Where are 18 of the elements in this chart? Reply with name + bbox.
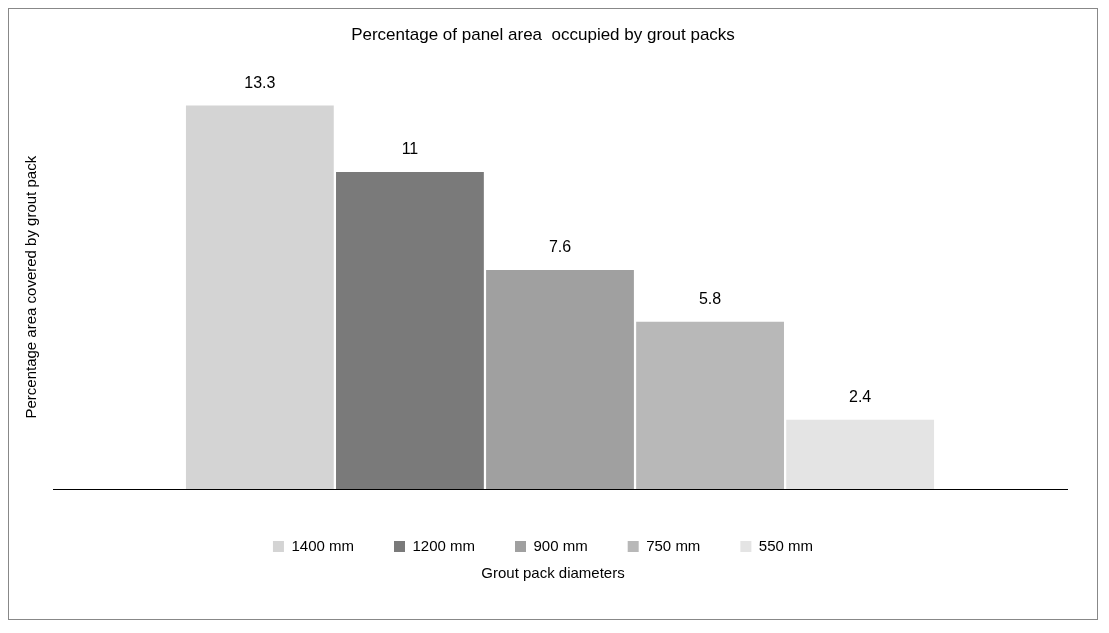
data-label: 2.4	[849, 388, 872, 406]
data-label: 5.8	[698, 290, 722, 308]
bar	[336, 171, 484, 489]
bar	[636, 321, 784, 489]
legend-label: 550 mm	[758, 536, 814, 554]
data-label: 13.3	[244, 73, 276, 91]
legend-label: 750 mm	[646, 536, 701, 554]
data-label: 7.6	[548, 238, 572, 256]
legend-label: 1200 mm	[412, 536, 475, 554]
y-axis-title: Percentage area covered by grout pack	[22, 155, 40, 419]
bar	[786, 419, 935, 489]
bar	[185, 105, 334, 489]
chart-title: Percentage of panel area occupied by grout packs	[351, 24, 735, 44]
data-label: 11	[401, 140, 419, 158]
bar	[486, 269, 634, 489]
x-axis-title: Grout pack diameters	[480, 564, 626, 581]
legend-label: 1400 mm	[291, 536, 354, 554]
legend-label: 900 mm	[533, 536, 588, 554]
